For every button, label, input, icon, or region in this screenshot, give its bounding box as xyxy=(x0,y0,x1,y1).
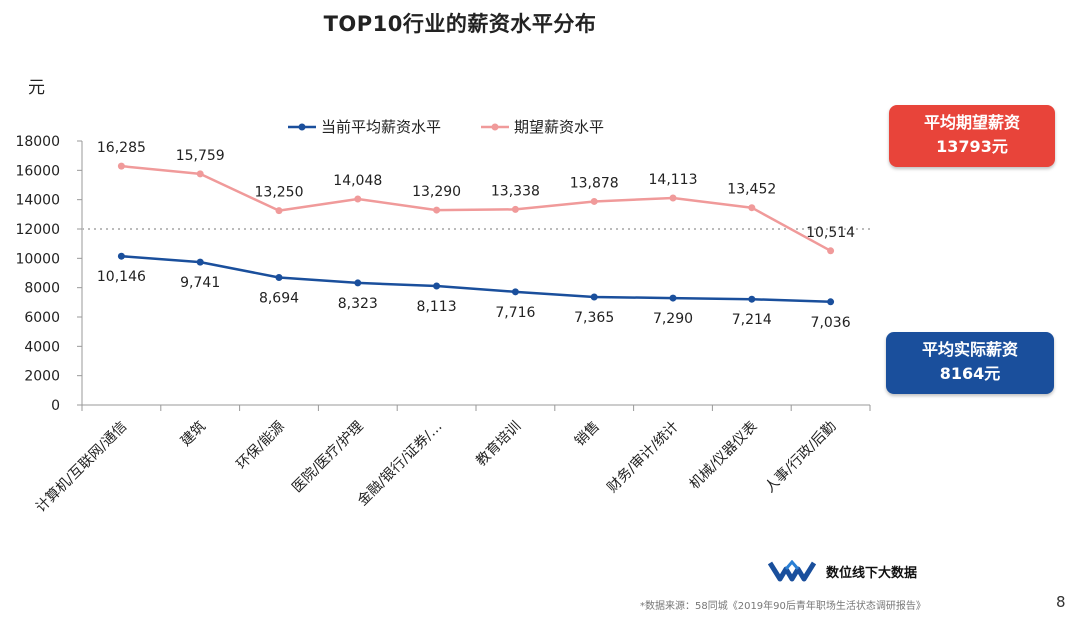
series-actual-point xyxy=(748,295,756,303)
series-expected-point xyxy=(196,170,204,178)
series-expected-data-label: 13,290 xyxy=(412,184,461,200)
x-tick-label: 环保/能源 xyxy=(234,419,288,473)
series-actual-data-label: 7,036 xyxy=(811,315,851,331)
series-expected-data-label: 14,048 xyxy=(333,173,382,189)
series-expected-data-label: 13,878 xyxy=(570,175,619,191)
data-source-note: *数据来源：58同城《2019年90后青年职场生活状态调研报告》 xyxy=(640,601,926,612)
series-actual-point xyxy=(354,279,362,287)
series-actual-data-label: 10,146 xyxy=(97,269,146,285)
average-actual-salary-callout: 平均实际薪资 8164元 xyxy=(886,332,1054,394)
y-tick-label: 12000 xyxy=(15,222,60,238)
series-expected-data-label: 14,113 xyxy=(649,172,698,188)
brand-logo-icon xyxy=(768,560,816,582)
x-tick-label: 金融/银行/证券/… xyxy=(355,419,446,510)
x-tick-label: 销售 xyxy=(572,419,603,450)
series-expected-point xyxy=(511,205,519,213)
series-expected-data-label: 13,250 xyxy=(255,185,304,201)
series-actual-point xyxy=(827,298,835,306)
x-tick-label: 医院/医疗/护理 xyxy=(289,419,366,496)
series-actual-point xyxy=(590,293,598,301)
y-tick-label: 0 xyxy=(51,398,60,414)
series-actual-data-label: 7,290 xyxy=(653,311,693,327)
y-tick-label: 16000 xyxy=(15,163,60,179)
series-actual-data-label: 7,214 xyxy=(732,312,772,328)
series-expected-point xyxy=(275,207,283,215)
series-actual-point xyxy=(669,294,677,302)
x-tick-label: 机械/仪器仪表 xyxy=(687,419,761,493)
series-actual-data-label: 7,716 xyxy=(495,305,535,321)
series-expected-data-label: 13,338 xyxy=(491,183,540,199)
y-axis-label: 元 xyxy=(28,78,45,98)
series-expected-point xyxy=(433,206,441,214)
x-tick-label: 财务/审计/统计 xyxy=(604,419,681,496)
series-expected-data-label: 13,452 xyxy=(727,182,776,198)
series-actual-data-label: 8,694 xyxy=(259,290,299,306)
y-tick-label: 2000 xyxy=(24,369,60,385)
series-actual-data-label: 8,113 xyxy=(417,299,457,315)
brand: 数位线下大数据 xyxy=(768,560,917,582)
y-tick-label: 8000 xyxy=(24,281,60,297)
series-expected-data-label: 16,285 xyxy=(97,140,146,156)
y-tick-label: 4000 xyxy=(24,339,60,355)
page-title: TOP10行业的薪资水平分布 xyxy=(323,12,597,36)
y-tick-label: 6000 xyxy=(24,310,60,326)
series-expected-point xyxy=(117,162,125,170)
series-expected-data-label: 15,759 xyxy=(176,148,225,164)
series-actual-data-label: 7,365 xyxy=(574,310,614,326)
series-expected-line xyxy=(121,164,832,252)
series-expected-point xyxy=(748,204,756,212)
page-number: 8 xyxy=(1056,593,1066,611)
y-tick-label: 18000 xyxy=(15,134,60,150)
series-actual-point xyxy=(433,282,441,290)
series-actual-line xyxy=(121,254,831,304)
expected-callout-label: 平均期望薪资 xyxy=(923,113,1020,132)
series-actual-point xyxy=(117,252,125,260)
series-expected-data-label: 10,514 xyxy=(806,225,855,241)
legend-expected-marker xyxy=(491,123,499,131)
legend-expected-label: 期望薪资水平 xyxy=(514,118,604,136)
average-expected-salary-callout: 平均期望薪资 13793元 xyxy=(889,105,1055,167)
expected-callout-value: 13793元 xyxy=(936,137,1008,156)
series-actual-point xyxy=(275,273,283,281)
actual-callout-value: 8164元 xyxy=(939,364,1001,383)
x-tick-label: 人事/行政/后勤 xyxy=(762,419,839,496)
series-expected-point xyxy=(590,197,598,205)
legend-actual-label: 当前平均薪资水平 xyxy=(321,118,441,136)
series-expected-point xyxy=(669,194,677,202)
series-actual-point xyxy=(196,258,204,266)
series-actual-data-label: 9,741 xyxy=(180,275,220,291)
series-actual-point xyxy=(511,288,519,296)
x-tick-label: 教育培训 xyxy=(473,419,524,470)
y-tick-label: 10000 xyxy=(15,251,60,267)
x-tick-label: 建筑 xyxy=(178,419,209,450)
series-actual-data-label: 8,323 xyxy=(338,296,378,312)
y-tick-label: 14000 xyxy=(15,193,60,209)
actual-callout-label: 平均实际薪资 xyxy=(921,340,1018,359)
x-tick-label: 计算机/互联网/通信 xyxy=(33,419,130,516)
series-expected-point xyxy=(354,195,362,203)
legend-actual-marker xyxy=(298,123,306,131)
brand-name: 数位线下大数据 xyxy=(826,565,918,581)
series-expected-point xyxy=(827,247,835,255)
